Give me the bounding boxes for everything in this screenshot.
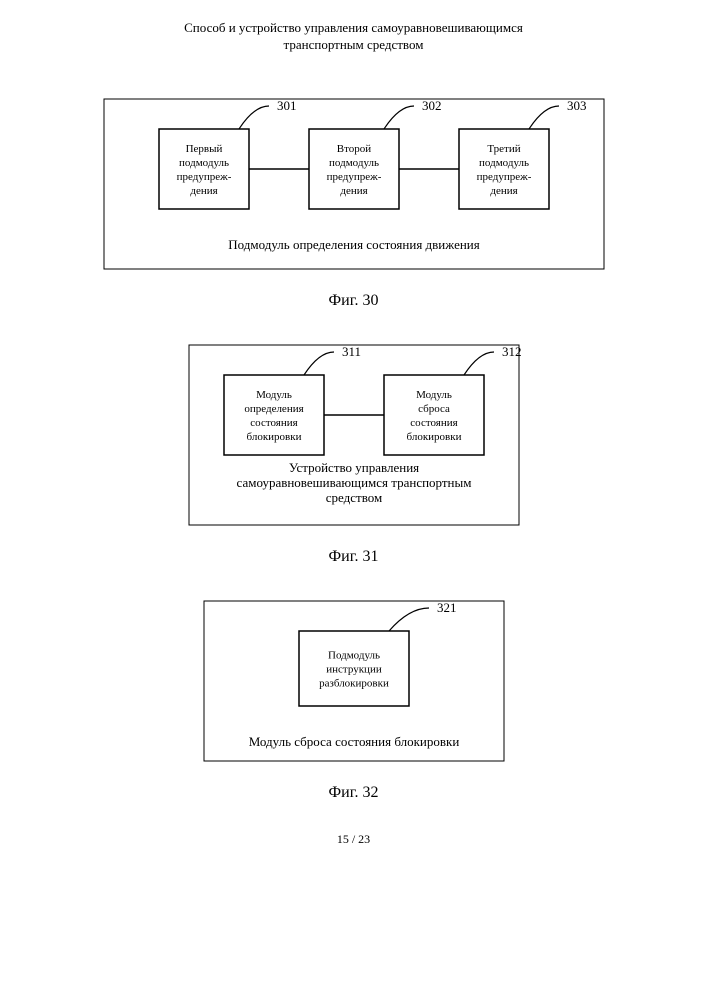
svg-text:Устройство управления: Устройство управления bbox=[288, 460, 418, 475]
svg-text:302: 302 bbox=[422, 98, 442, 113]
page-number: 15 / 23 bbox=[50, 832, 657, 847]
svg-text:подмодуль: подмодуль bbox=[179, 157, 229, 169]
fig32-caption: Фиг. 32 bbox=[50, 784, 657, 802]
fig30-svg: Первый подмодуль предупреж-дения Второй подм… bbox=[99, 94, 609, 274]
svg-text:312: 312 bbox=[502, 344, 522, 359]
header-line1: Способ и устройство управления самоуравн… bbox=[184, 20, 523, 35]
svg-text:подмодуль: подмодуль bbox=[329, 157, 379, 169]
svg-text:состояния: состояния bbox=[410, 417, 457, 429]
svg-text:самоуравновешивающимся транспо: самоуравновешивающимся транспортным bbox=[236, 475, 471, 490]
svg-text:сброса: сброса bbox=[418, 403, 450, 415]
figure-32: Подмодуль инструкции разблокировки 321 Модул… bbox=[50, 596, 657, 802]
doc-header: Способ и устройство управления самоуравн… bbox=[50, 20, 657, 54]
svg-text:Первый: Первый bbox=[185, 143, 222, 155]
header-line2: транспортным средством bbox=[284, 37, 424, 52]
svg-text:301: 301 bbox=[277, 98, 297, 113]
figure-30: Первый подмодуль предупреж-дения Второй подм… bbox=[50, 94, 657, 310]
svg-text:Модуль: Модуль bbox=[416, 389, 452, 401]
svg-text:321: 321 bbox=[437, 600, 457, 615]
svg-text:средством: средством bbox=[325, 490, 381, 505]
fig32-svg: Подмодуль инструкции разблокировки 321 Модул… bbox=[199, 596, 509, 766]
svg-text:Модуль: Модуль bbox=[256, 389, 292, 401]
fig31-svg: Модуль определения состояния блокировки Моду… bbox=[184, 340, 524, 530]
figure-31: Модуль определения состояния блокировки Моду… bbox=[50, 340, 657, 566]
svg-text:дения: дения bbox=[490, 185, 517, 197]
svg-text:303: 303 bbox=[567, 98, 587, 113]
svg-text:инструкции: инструкции bbox=[326, 663, 382, 675]
svg-text:Второй: Второй bbox=[336, 143, 370, 155]
svg-text:Третий: Третий bbox=[487, 143, 520, 155]
svg-text:дения: дения bbox=[340, 185, 367, 197]
fig30-caption: Фиг. 30 bbox=[50, 292, 657, 310]
svg-text:Подмодуль: Подмодуль bbox=[328, 649, 380, 661]
svg-text:состояния: состояния bbox=[250, 417, 297, 429]
svg-text:определения: определения bbox=[244, 403, 303, 415]
svg-text:Модуль сброса состояния блокир: Модуль сброса состояния блокировки bbox=[248, 734, 459, 749]
svg-text:блокировки: блокировки bbox=[246, 431, 301, 443]
svg-text:311: 311 bbox=[342, 344, 361, 359]
svg-text:предупреж-: предупреж- bbox=[176, 171, 231, 183]
svg-text:блокировки: блокировки bbox=[406, 431, 461, 443]
svg-text:разблокировки: разблокировки bbox=[319, 677, 389, 689]
svg-text:предупреж-: предупреж- bbox=[326, 171, 381, 183]
svg-text:подмодуль: подмодуль bbox=[479, 157, 529, 169]
svg-text:дения: дения bbox=[190, 185, 217, 197]
svg-text:Подмодуль определения состояни: Подмодуль определения состояния движения bbox=[228, 237, 479, 252]
svg-text:предупреж-: предупреж- bbox=[476, 171, 531, 183]
fig31-caption: Фиг. 31 bbox=[50, 548, 657, 566]
